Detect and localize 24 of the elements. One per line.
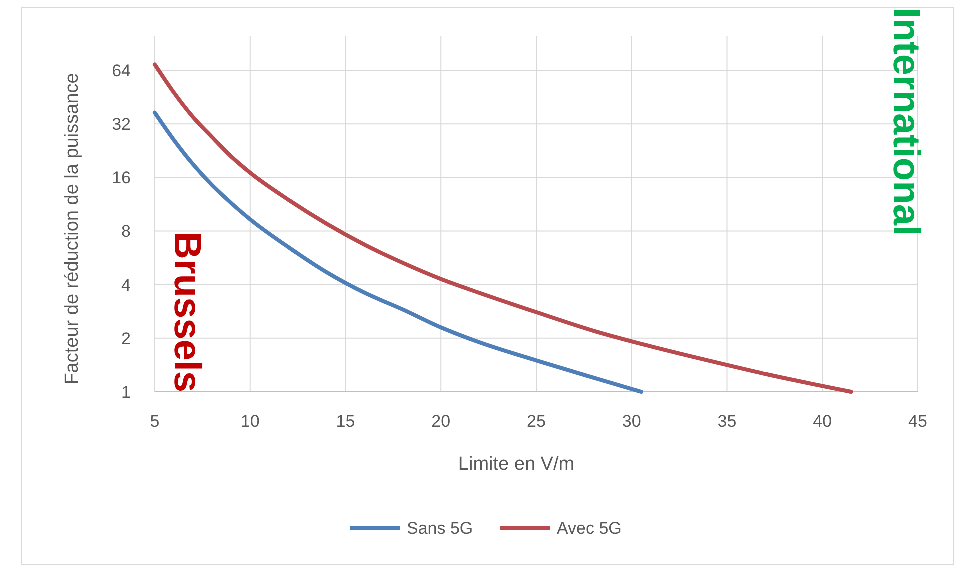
annotation: International [885,8,927,236]
annotation: Brussels [166,232,208,393]
x-tick-label: 10 [240,412,260,431]
legend-label: Avec 5G [557,519,622,538]
y-tick-label: 2 [122,329,131,348]
x-tick-label: 35 [718,412,737,431]
line-series [153,110,644,394]
x-tick-label: 20 [432,412,451,431]
y-tick-label: 8 [122,222,131,242]
x-tick-label: 15 [336,412,356,431]
x-tick-label: 5 [150,412,160,431]
line-series [153,62,854,394]
y-tick-label: 1 [122,383,131,402]
x-tick-label: 45 [908,412,928,431]
y-tick-label: 64 [112,62,131,80]
x-tick-label: 25 [527,412,546,431]
x-tick-label: 30 [622,412,642,431]
x-axis-title: Limite en V/m [458,454,575,475]
y-tick-label: 16 [112,168,131,188]
legend-label: Sans 5G [407,519,474,538]
y-axis-title: Facteur de réduction de la puissance [62,73,83,385]
y-tick-label: 32 [112,115,131,134]
x-tick-label: 40 [813,412,832,431]
y-tick-label: 4 [122,276,131,295]
